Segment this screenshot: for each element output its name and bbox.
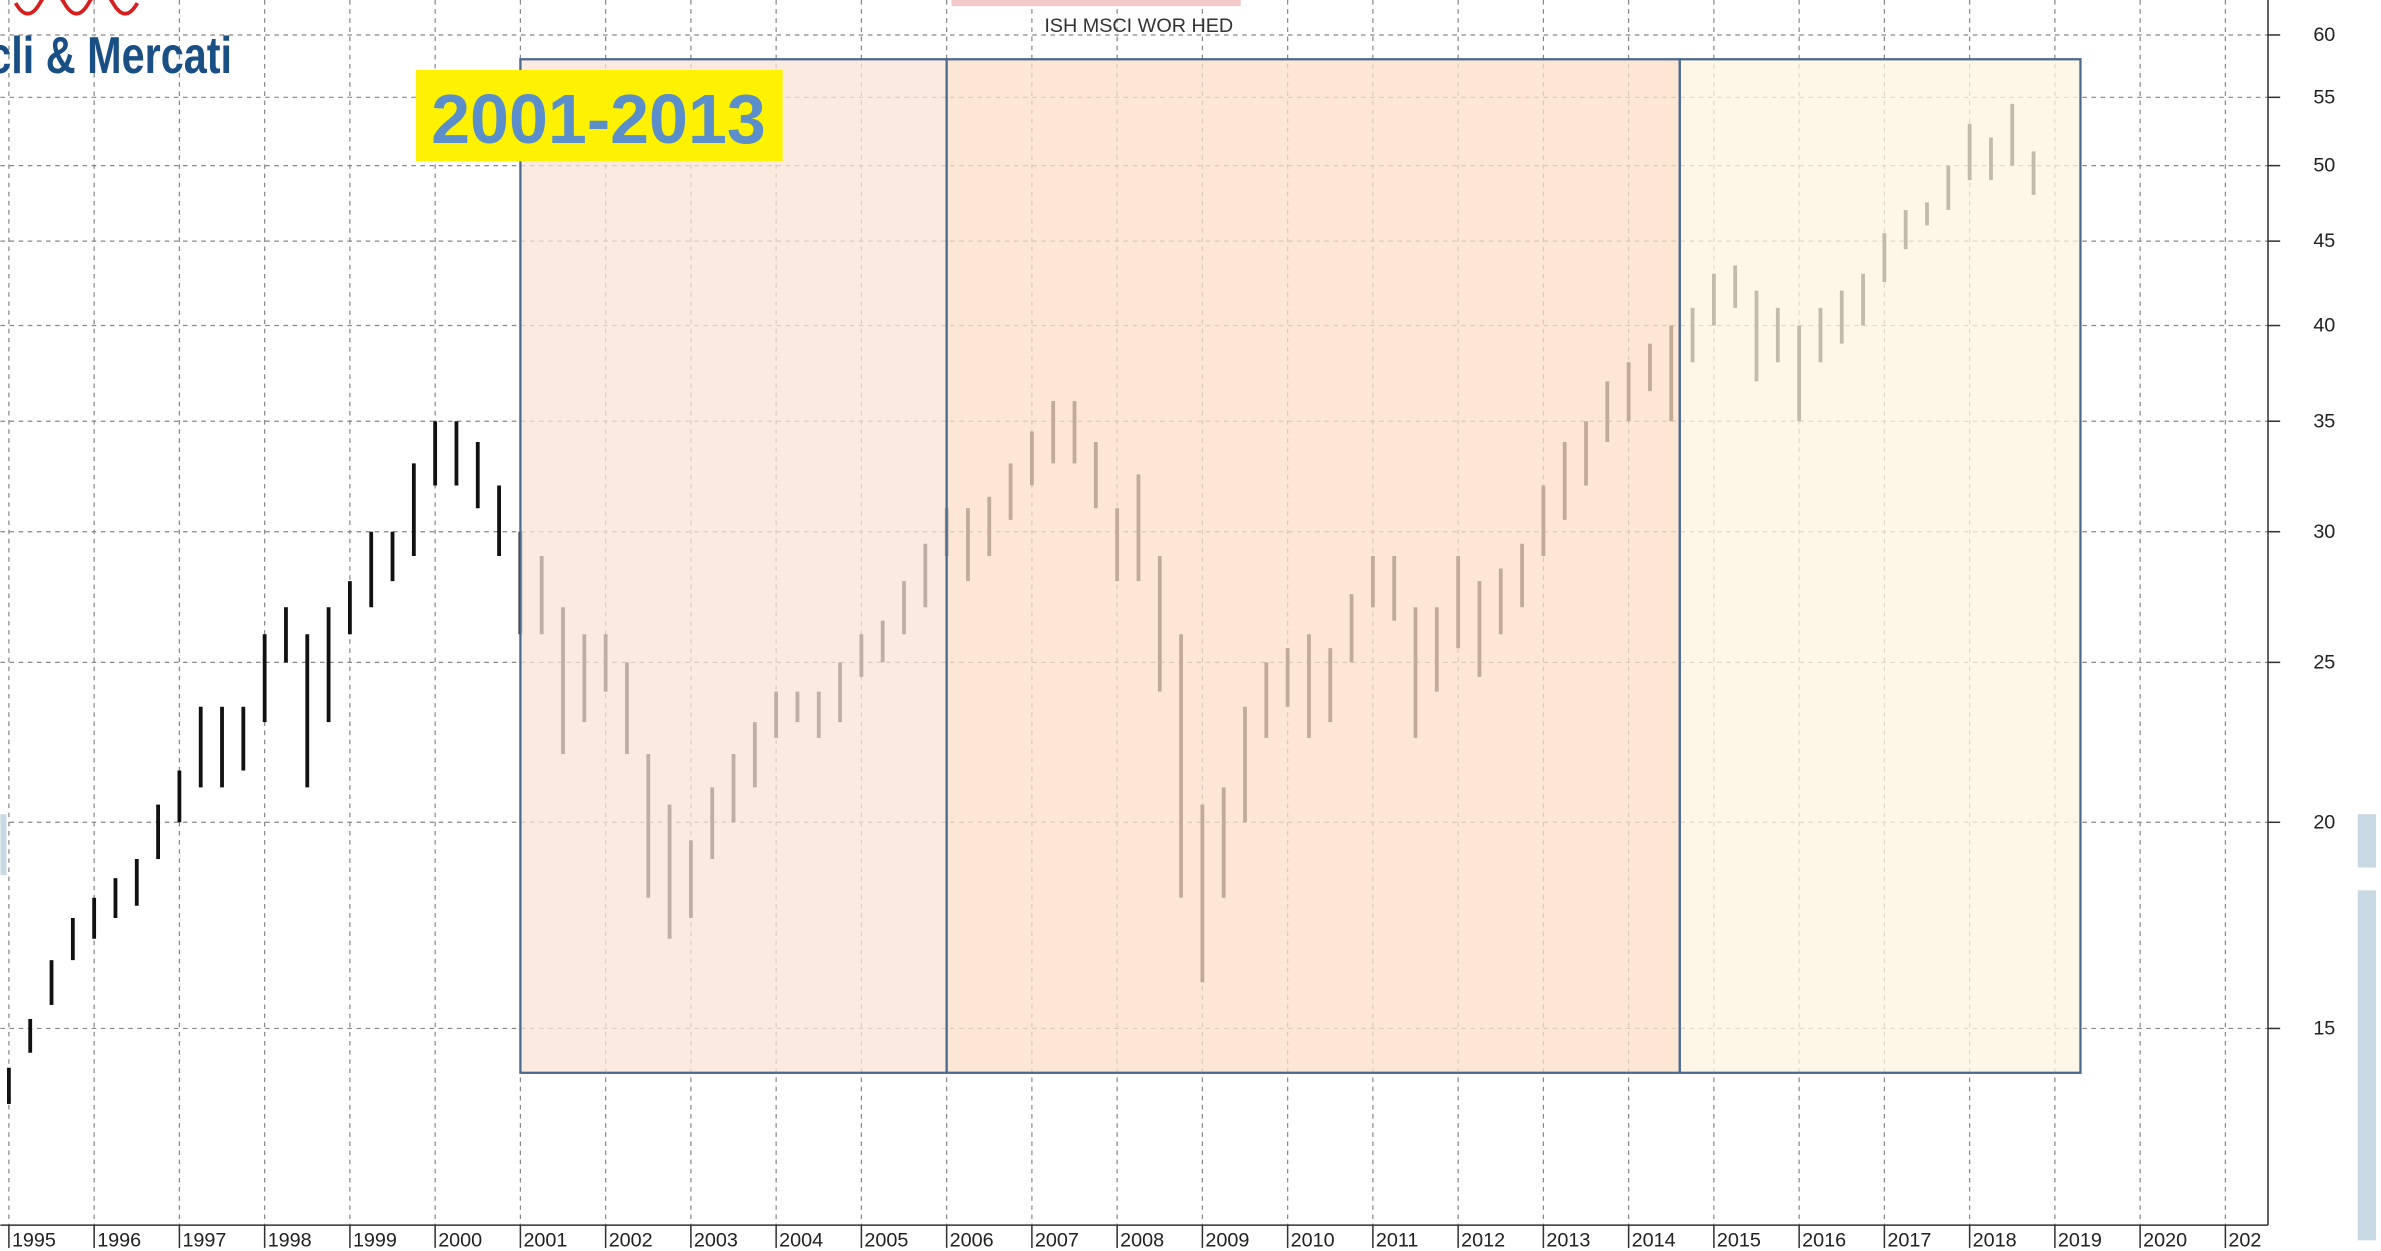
side-scroll xyxy=(2357,814,2377,868)
chart-title: ISH MSCI WOR HED xyxy=(1044,15,1233,37)
y-tick-label: 15 xyxy=(2313,1018,2335,1040)
regions xyxy=(519,58,2082,1074)
x-tick-label: 2004 xyxy=(779,1229,823,1251)
x-tick-label: 2019 xyxy=(2058,1229,2102,1251)
top-strip xyxy=(951,0,1241,7)
x-tick-label: 2011 xyxy=(1376,1229,1419,1251)
logo-wave xyxy=(13,0,139,16)
x-tick-label: 2000 xyxy=(438,1229,482,1251)
y-tick-label: 30 xyxy=(2313,521,2335,543)
y-tick-label: 35 xyxy=(2313,410,2335,432)
side-scroll xyxy=(2357,890,2377,1241)
shaded-region xyxy=(945,58,1681,1074)
x-tick-label: 2010 xyxy=(1291,1229,1335,1251)
x-tick-label: 2006 xyxy=(950,1229,994,1251)
x-tick-label: 1996 xyxy=(97,1229,141,1251)
y-tick-label: 40 xyxy=(2313,315,2335,337)
y-tick-label: 20 xyxy=(2313,811,2335,833)
x-tick-label: 1998 xyxy=(268,1229,312,1251)
shaded-region xyxy=(519,58,948,1074)
x-tick-label: 1995 xyxy=(12,1229,56,1251)
side-scroll xyxy=(0,814,7,876)
x-tick-label: 2017 xyxy=(1887,1229,1931,1251)
y-tick-label: 45 xyxy=(2313,230,2335,252)
logo: cli & Mercati xyxy=(0,27,232,84)
x-tick-label: 2013 xyxy=(1546,1229,1590,1251)
x-tick-label: 2009 xyxy=(1205,1229,1249,1251)
x-tick-label: 2007 xyxy=(1035,1229,1079,1251)
shaded-region xyxy=(1678,58,2082,1074)
x-tick-label: 2008 xyxy=(1120,1229,1164,1251)
x-tick-label: 2002 xyxy=(609,1229,653,1251)
x-tick-label: 2018 xyxy=(1973,1229,2017,1251)
x-tick-label: 2015 xyxy=(1717,1229,1761,1251)
x-tick-label: 2001 xyxy=(523,1229,567,1251)
x-tick-label: 2014 xyxy=(1632,1229,1676,1251)
x-tick-label: 2005 xyxy=(864,1229,908,1251)
annotation-bg xyxy=(415,70,783,162)
y-tick-label: 50 xyxy=(2313,155,2335,177)
x-tick-label: 2003 xyxy=(694,1229,738,1251)
annotation: 2001-2013 xyxy=(431,80,766,158)
x-tick-label: 1997 xyxy=(182,1229,226,1251)
y-tick-label: 25 xyxy=(2313,651,2335,673)
x-tick-label: 1999 xyxy=(353,1229,397,1251)
x-tick-label: 2012 xyxy=(1461,1229,1505,1251)
axes: 15 20 25 30 35 40 45 50 55 60 1995 1996 1997 1998 1999… xyxy=(8,24,2335,1251)
y-tick-label: 60 xyxy=(2313,24,2335,46)
y-tick-label: 55 xyxy=(2313,86,2335,108)
x-tick-label: 2020 xyxy=(2143,1229,2187,1251)
x-tick-label: 202 xyxy=(2228,1229,2261,1251)
x-tick-label: 2016 xyxy=(1802,1229,1846,1251)
